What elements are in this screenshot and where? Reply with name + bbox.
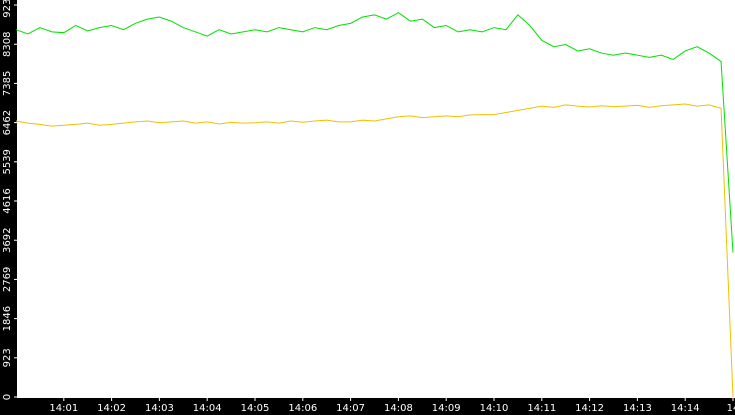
x-tick-label: 14:04 xyxy=(193,403,222,414)
x-tick-label: 14:03 xyxy=(145,403,174,414)
plot-area xyxy=(17,0,735,398)
series-line xyxy=(15,103,734,398)
y-tick-label: 7385 xyxy=(2,71,13,96)
y-tick-label: 9232 xyxy=(2,0,13,18)
x-tick-label: 14:13 xyxy=(623,403,652,414)
y-tick-label: 6462 xyxy=(2,110,13,135)
x-tick-label: 14:12 xyxy=(575,403,604,414)
y-tick-label: 1846 xyxy=(2,306,13,331)
y-tick-label: 5539 xyxy=(2,149,13,174)
y-tick-label: 0 xyxy=(2,394,13,400)
x-tick-label: 14 xyxy=(727,403,735,414)
x-tick-label: 14:10 xyxy=(480,403,509,414)
y-tick-label: 3692 xyxy=(2,228,13,253)
y-tick-label: 2769 xyxy=(2,267,13,292)
y-tick-label: 923 xyxy=(2,348,13,367)
y-tick-label: 4616 xyxy=(2,188,13,213)
x-tick-label: 14:09 xyxy=(432,403,461,414)
x-tick-label: 14:07 xyxy=(336,403,365,414)
x-tick-label: 14:11 xyxy=(527,403,556,414)
x-tick-label: 14:08 xyxy=(384,403,413,414)
x-tick-label: 14:14 xyxy=(671,403,700,414)
x-tick-label: 14:06 xyxy=(288,403,317,414)
y-tick-label: 8308 xyxy=(2,32,13,57)
x-tick-label: 14:01 xyxy=(49,403,78,414)
series-line xyxy=(15,12,734,253)
x-tick-label: 14:02 xyxy=(97,403,126,414)
x-tick-label: 14:05 xyxy=(241,403,270,414)
